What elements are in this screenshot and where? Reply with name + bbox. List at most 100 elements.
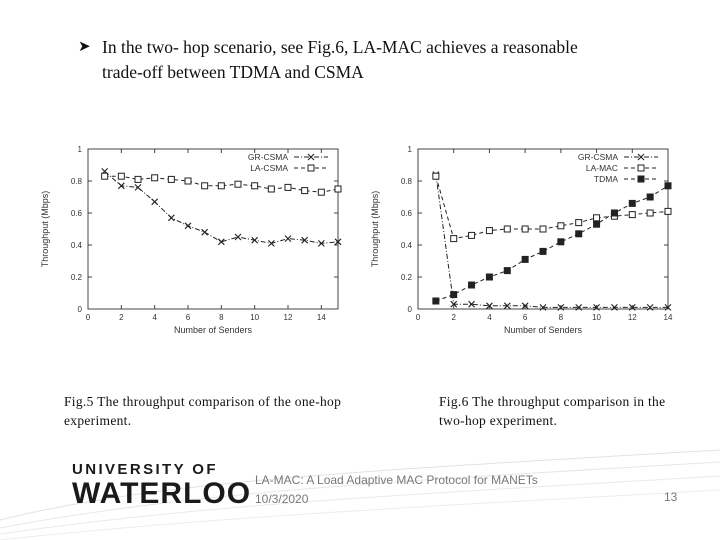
data-point-la-csma [101, 172, 109, 180]
x-tick-label: 10 [250, 313, 259, 322]
data-point-gr-csma [134, 184, 142, 191]
x-tick-label: 8 [559, 313, 564, 322]
footer-wave-decoration [0, 449, 720, 540]
x-tick-label: 0 [416, 313, 421, 322]
x-tick-label: 2 [119, 313, 124, 322]
data-point-gr-csma [217, 238, 225, 246]
data-point-la-mac [521, 225, 529, 233]
y-axis-label: Throughput (Mbps) [370, 191, 380, 268]
page-number: 13 [664, 490, 678, 504]
data-point-tdma [593, 220, 601, 228]
data-point-la-csma [284, 183, 292, 191]
data-point-gr-csma [593, 304, 600, 311]
data-point-la-mac [557, 222, 565, 230]
x-tick-label: 6 [523, 313, 528, 322]
data-point-la-mac [664, 207, 672, 215]
x-tick-label: 12 [628, 313, 637, 322]
y-tick-label: 0.4 [401, 241, 413, 250]
legend-marker-tdma [637, 175, 645, 183]
data-point-la-csma [301, 187, 309, 195]
legend-marker-gr-csma [637, 153, 645, 161]
legend-label-gr-csma: GR-CSMA [248, 152, 288, 162]
y-tick-label: 0 [408, 305, 413, 314]
x-tick-label: 0 [86, 313, 91, 322]
data-point-gr-csma [503, 302, 511, 310]
data-point-gr-csma [450, 300, 458, 308]
data-point-tdma [628, 199, 636, 207]
data-point-gr-csma [557, 304, 565, 311]
bullet-line-1: In the two- hop scenario, see Fig.6, LA-… [102, 37, 578, 57]
legend-label-tdma: TDMA [594, 174, 618, 184]
legend-marker-la-mac [637, 164, 645, 172]
data-point-tdma [664, 182, 672, 190]
y-tick-label: 1 [78, 145, 83, 154]
data-point-tdma [539, 247, 547, 255]
data-point-gr-csma [539, 304, 547, 311]
data-point-gr-csma [117, 182, 125, 190]
data-point-la-csma [334, 185, 342, 193]
y-tick-label: 0.4 [71, 241, 83, 250]
data-point-gr-csma [267, 240, 275, 247]
data-point-la-csma [234, 180, 242, 188]
bullet-point: ➤ In the two- hop scenario, see Fig.6, L… [78, 35, 678, 85]
data-point-la-mac [468, 231, 476, 239]
series-line-gr-csma [435, 174, 668, 308]
data-point-gr-csma [468, 300, 475, 308]
data-point-gr-csma [334, 238, 342, 246]
legend-label-gr-csma: GR-CSMA [578, 152, 618, 162]
data-point-la-csma [251, 182, 259, 190]
x-axis-label: Number of Senders [174, 325, 253, 335]
x-tick-label: 14 [317, 313, 326, 322]
data-point-gr-csma [521, 302, 529, 310]
y-tick-label: 0.8 [401, 177, 413, 186]
data-point-la-mac [575, 219, 583, 227]
fig5-caption: Fig.5 The throughput comparison of the o… [64, 394, 342, 428]
data-point-gr-csma [646, 304, 654, 311]
data-point-gr-csma [184, 222, 192, 230]
data-point-tdma [432, 297, 440, 305]
legend-label-la-csma: LA-CSMA [250, 163, 288, 173]
y-tick-label: 0.6 [401, 209, 413, 218]
x-tick-label: 2 [451, 313, 456, 322]
data-point-la-mac [485, 227, 493, 235]
data-point-la-csma [217, 182, 225, 190]
x-axis-label: Number of Senders [504, 325, 583, 335]
data-point-gr-csma [628, 304, 636, 311]
footer-title: LA-MAC: A Load Adaptive MAC Protocol for… [255, 473, 538, 487]
legend-label-la-mac: LA-MAC [586, 163, 618, 173]
data-point-gr-csma [284, 235, 292, 242]
data-point-gr-csma [167, 214, 175, 222]
data-point-tdma [646, 193, 654, 201]
data-point-gr-csma [301, 236, 309, 244]
data-point-la-mac [539, 225, 547, 233]
data-point-gr-csma [201, 228, 209, 236]
series-line-la-mac [435, 176, 669, 240]
data-point-tdma [450, 291, 458, 299]
series-line-la-csma [104, 175, 339, 193]
y-tick-label: 0.2 [401, 273, 413, 282]
data-point-la-mac [646, 209, 654, 217]
legend-marker-gr-csma [307, 153, 315, 161]
plot-frame [87, 148, 339, 310]
data-point-gr-csma [664, 304, 672, 311]
x-tick-label: 4 [487, 313, 492, 322]
data-point-la-csma [267, 185, 275, 193]
x-tick-label: 12 [284, 313, 293, 322]
university-logo: UNIVERSITY OF WATERLOO [72, 462, 251, 510]
legend-marker-la-csma [307, 164, 315, 172]
y-tick-label: 0 [78, 305, 83, 314]
data-point-la-csma [201, 182, 209, 190]
data-point-gr-csma [611, 304, 618, 311]
data-point-gr-csma [486, 302, 493, 310]
data-point-tdma [575, 230, 583, 238]
logo-line-1: UNIVERSITY OF [72, 461, 218, 478]
data-point-la-csma [151, 174, 159, 182]
data-point-tdma [503, 267, 511, 275]
fig6-caption: Fig.6 The throughput comparison in the t… [439, 394, 666, 428]
x-tick-label: 8 [219, 313, 224, 322]
x-tick-label: 10 [592, 313, 601, 322]
data-point-la-mac [450, 235, 458, 243]
data-point-la-mac [432, 172, 440, 180]
